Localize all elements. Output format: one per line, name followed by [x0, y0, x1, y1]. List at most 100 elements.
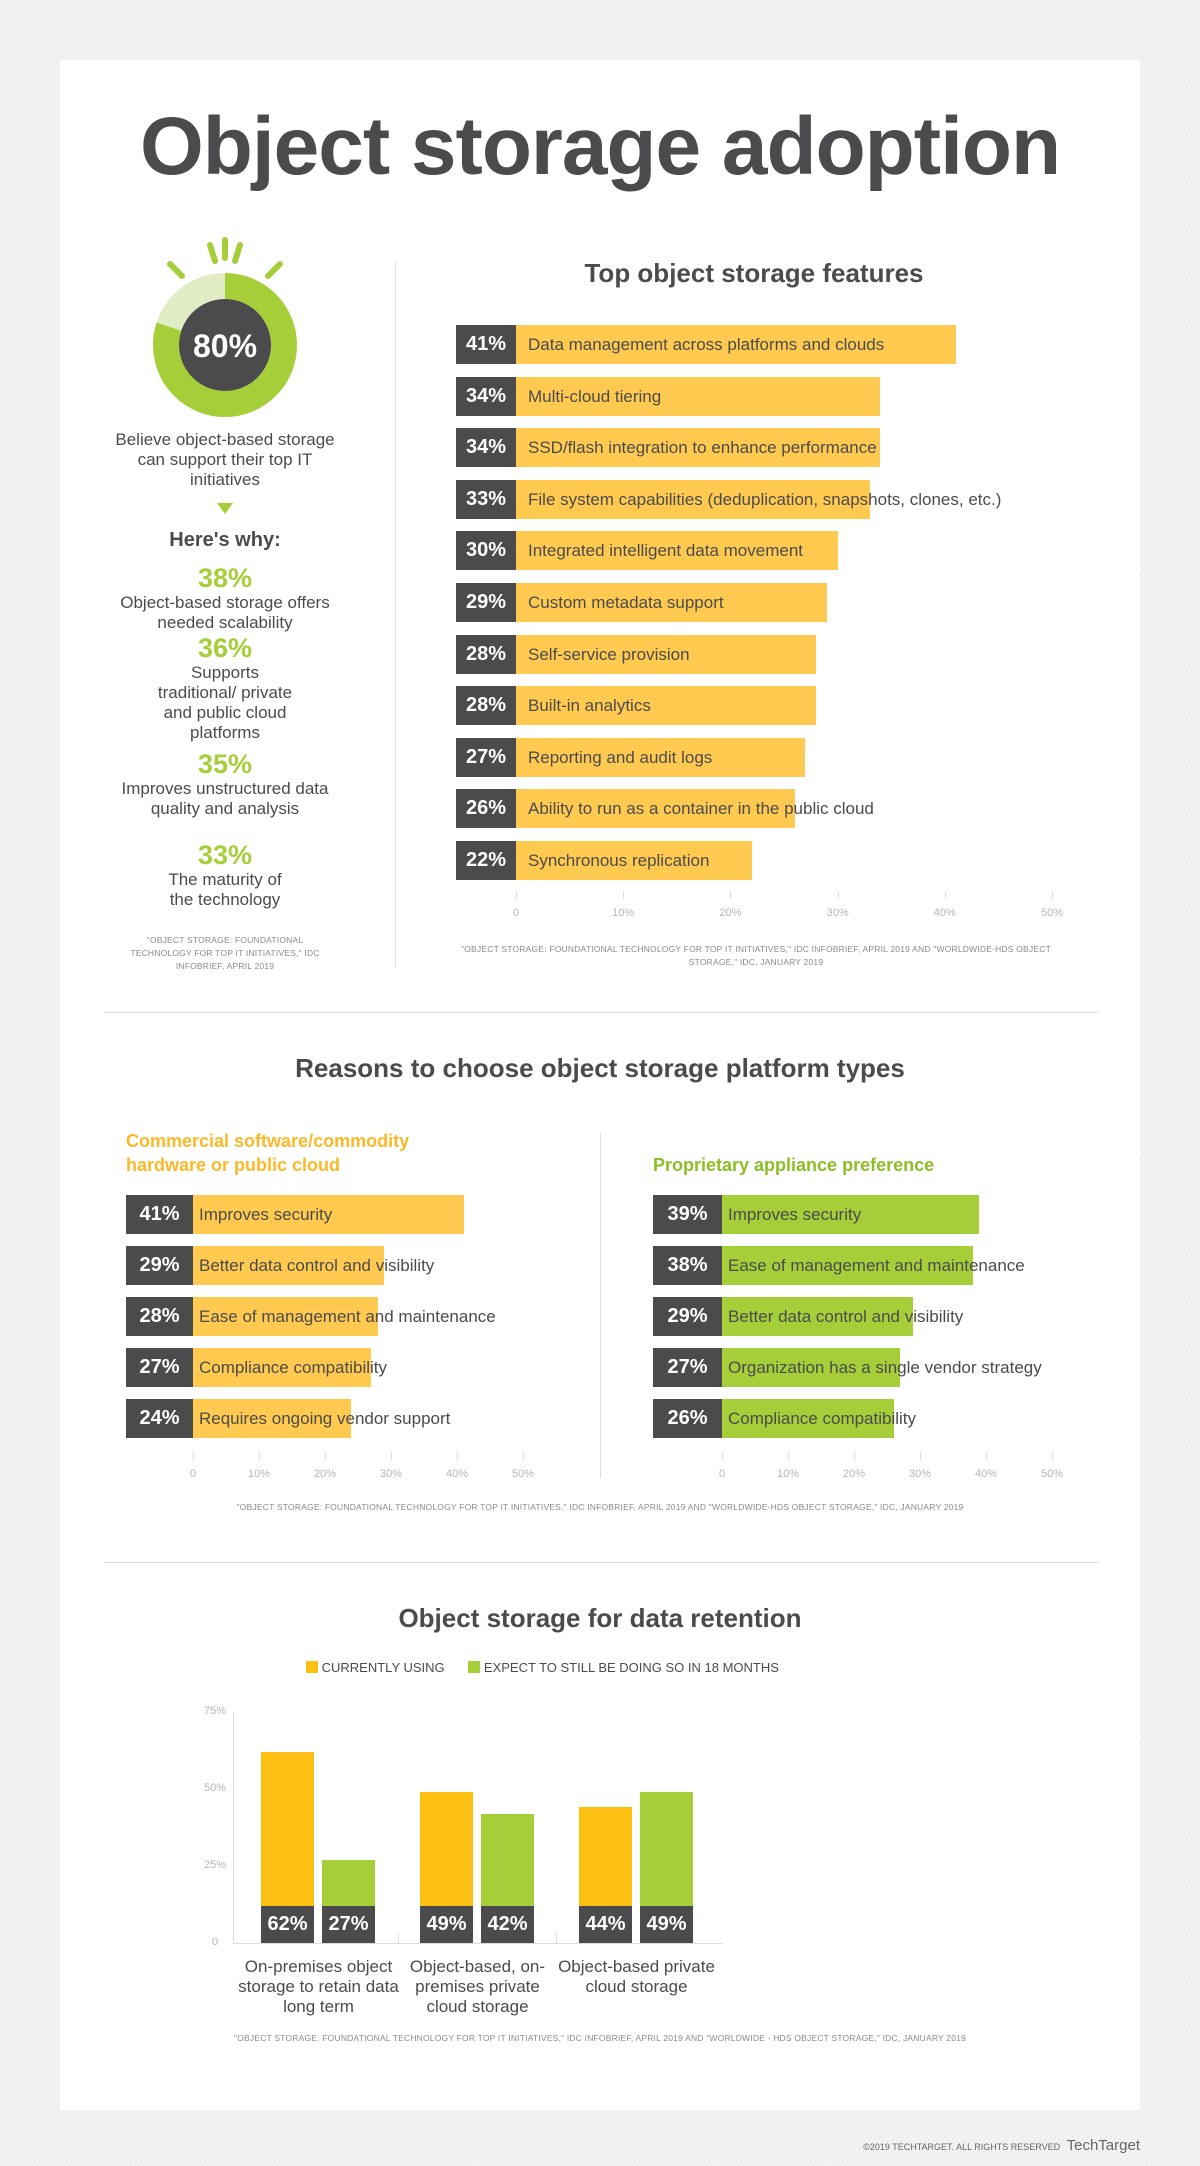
- tick-mark: [788, 1452, 789, 1460]
- bar-row: 29% Better data control and visibility: [126, 1246, 826, 1285]
- bar: [516, 583, 827, 622]
- legend-swatch-green: [468, 1661, 481, 1673]
- bar: [516, 325, 956, 364]
- value-badge: 30%: [456, 531, 516, 571]
- bar: [193, 1297, 378, 1336]
- bar-label: Integrated intelligent data movement: [528, 541, 804, 561]
- bar-row: 34% SSD/flash integration to enhance perf…: [456, 428, 1156, 468]
- y-axis: [233, 1712, 234, 1943]
- tick-mark: [944, 891, 946, 899]
- y-tick-label: 50%: [203, 1782, 227, 1794]
- tick-label: 50%: [1040, 1468, 1064, 1480]
- value-badge: 27%: [126, 1348, 193, 1387]
- bar-row: 28% Built-in analytics: [456, 686, 1156, 726]
- tick-mark: [457, 1452, 458, 1460]
- tick-mark: [325, 1452, 326, 1460]
- tick-mark: [1052, 1452, 1053, 1460]
- value-badge: 38%: [653, 1246, 722, 1285]
- bar-label: Ability to run as a container in the pub…: [528, 799, 874, 819]
- value-badge: 34%: [456, 376, 516, 416]
- value-badge: 26%: [456, 789, 516, 829]
- value-badge: 29%: [126, 1246, 193, 1285]
- group-divider: [556, 1933, 557, 1943]
- bar-label: Synchronous replication: [528, 851, 710, 870]
- reason-item: 36% Supports traditional/ private and pub…: [110, 633, 340, 743]
- value-badge: 26%: [653, 1399, 722, 1438]
- donut-center: [179, 299, 271, 391]
- bar-label: Reporting and audit logs: [528, 747, 713, 767]
- value-label: 49%: [640, 1906, 693, 1943]
- bar-label: Compliance compatibility: [199, 1358, 388, 1377]
- tick-mark: [986, 1452, 987, 1460]
- bar-row: 24% Requires ongoing vendor support: [126, 1399, 826, 1438]
- proprietary-subtitle: Proprietary appliance preference: [653, 1155, 935, 1175]
- legend: CURRENTLY USING EXPECT TO STILL BE DOING…: [306, 1660, 779, 1676]
- value-badge: 39%: [653, 1195, 722, 1234]
- bar-label: Ease of management and maintenance: [199, 1307, 496, 1326]
- bar-label: Compliance compatibility: [728, 1409, 917, 1428]
- reason-item: 33% The maturity of the technology: [110, 840, 340, 910]
- bar: [516, 428, 881, 468]
- reason-text: Supports traditional/ private and public…: [157, 663, 293, 742]
- commercial-subtitle: Commercial software/commodity hardware o…: [126, 1131, 410, 1175]
- bar-label: Better data control and visibility: [199, 1256, 435, 1275]
- bar: [516, 376, 881, 416]
- bar-label: Improves security: [728, 1205, 862, 1224]
- reason-pct: 33%: [197, 840, 253, 870]
- tick-label: 40%: [445, 1468, 469, 1480]
- group-divider: [398, 1933, 399, 1943]
- heres-why-heading: Here's why:: [169, 529, 281, 551]
- tick-mark: [623, 891, 625, 899]
- bar-row: 27% Reporting and audit logs: [456, 737, 1156, 777]
- value-badge: 22%: [456, 841, 516, 880]
- arrow-down-icon: [217, 503, 233, 514]
- bar-label: Ease of management and maintenance: [728, 1256, 1025, 1275]
- category-label: Object-based, on-premises private cloud …: [409, 1957, 546, 2016]
- bar: [722, 1246, 973, 1285]
- bar-row: 30% Integrated intelligent data movement: [456, 531, 1156, 571]
- bar: [516, 531, 838, 571]
- tick-mark: [730, 891, 732, 899]
- bar-row: 27% Compliance compatibility: [126, 1348, 826, 1387]
- copyright: ©2019 TECHTARGET. ALL RIGHTS RESERVED: [863, 2142, 1061, 2152]
- bar-row: 41% Improves security: [126, 1195, 826, 1234]
- value-label: 27%: [322, 1906, 375, 1943]
- legend-swatch-yellow: [306, 1661, 318, 1673]
- value-badge: 41%: [126, 1195, 193, 1234]
- bar-label: Requires ongoing vendor support: [199, 1409, 451, 1428]
- value-badge: 28%: [456, 686, 516, 726]
- bar-label: Better data control and visibility: [728, 1307, 964, 1326]
- tick-label: 50%: [1040, 907, 1064, 919]
- tick-label: 30%: [908, 1468, 932, 1480]
- divider: [104, 1562, 1098, 1563]
- footer: ©2019 TECHTARGET. ALL RIGHTS RESERVED Te…: [863, 2137, 1140, 2154]
- tick-label: 30%: [826, 907, 849, 919]
- bar: [722, 1195, 980, 1234]
- bar-row: 28% Ease of management and maintenance: [126, 1297, 826, 1336]
- tick-mark: [391, 1452, 392, 1460]
- legend-label: CURRENTLY USING: [321, 1660, 445, 1675]
- bar-row: 38% Ease of management and maintenance: [653, 1246, 1200, 1285]
- x-axis: [233, 1943, 723, 1944]
- value-badge: 29%: [456, 583, 516, 622]
- tick-mark: [193, 1452, 194, 1460]
- divider: [395, 262, 396, 967]
- reason-pct: 36%: [197, 633, 253, 663]
- category-label: Object-based private cloud storage: [558, 1957, 715, 1996]
- bar-label: Custom metadata support: [528, 593, 724, 612]
- value-label: 62%: [261, 1906, 314, 1943]
- bar-row: 27% Organization has a single vendor stra…: [653, 1348, 1200, 1387]
- reason-item: 38% Object-based storage offers needed sc…: [110, 563, 340, 633]
- bar-row: 34% Multi-cloud tiering: [456, 376, 1156, 416]
- y-tick-label: 0: [211, 1936, 219, 1948]
- value-badge: 24%: [126, 1399, 193, 1438]
- tick-mark: [854, 1452, 855, 1460]
- bar-row: 26% Ability to run as a container in the …: [456, 789, 1156, 829]
- value-label: 44%: [579, 1906, 632, 1943]
- tick-mark: [722, 1452, 723, 1460]
- tick-label: 20%: [313, 1468, 337, 1480]
- bar: [722, 1399, 894, 1438]
- techtarget-logo: TechTarget: [1066, 2137, 1140, 2154]
- bar-row: 39% Improves security: [653, 1195, 1200, 1234]
- tick-label: 0: [512, 907, 520, 919]
